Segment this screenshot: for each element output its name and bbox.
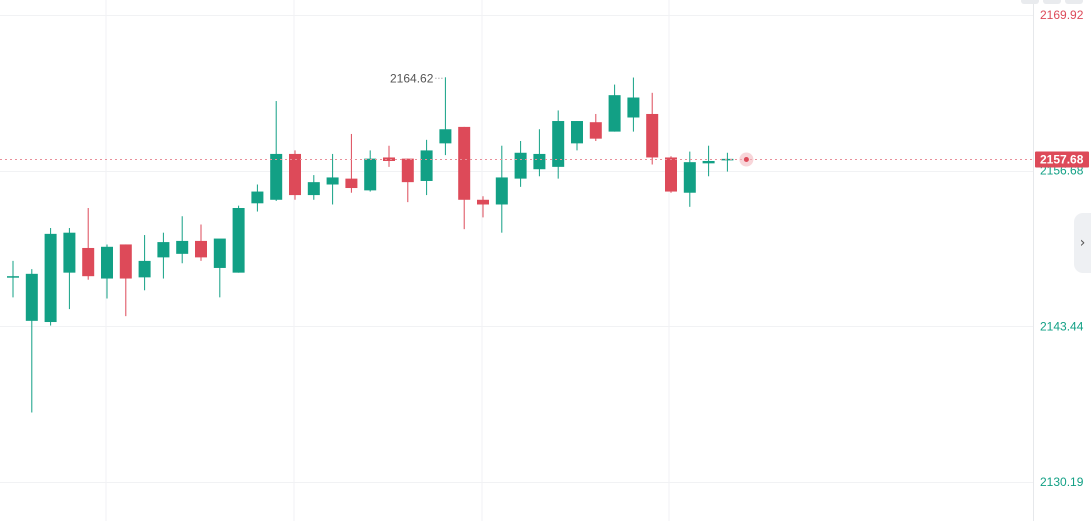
chart-toolbar (1021, 0, 1083, 4)
candle (101, 244, 113, 299)
candle-body (571, 121, 583, 144)
candle (702, 145, 715, 177)
last-price-tag (1035, 151, 1089, 168)
candle (157, 232, 170, 279)
candle-body (439, 129, 452, 144)
candle (552, 110, 565, 179)
candle (646, 92, 659, 165)
candle-body (251, 191, 264, 204)
candle-body (119, 244, 132, 279)
last-price-value: 2157.68 (1040, 153, 1084, 167)
candle-body (157, 242, 170, 258)
candle-body (420, 150, 433, 181)
candle-body (721, 158, 734, 161)
candle-body (270, 153, 283, 200)
candle (514, 141, 527, 187)
candle (82, 208, 95, 280)
annotations: 2164.62 (390, 71, 445, 85)
candle (533, 129, 546, 177)
candle (44, 227, 57, 326)
candle-body (213, 238, 226, 268)
candle (25, 269, 38, 413)
candle (326, 153, 339, 205)
price-axis-tick: 2143.44 (1040, 319, 1084, 333)
candle-body (345, 178, 358, 189)
candle-body (533, 153, 546, 170)
candle (683, 151, 696, 207)
candle (63, 227, 76, 310)
candle (364, 150, 377, 192)
candle-body (608, 95, 621, 132)
candle-body (101, 246, 113, 279)
candle (721, 152, 734, 172)
candle-body (627, 97, 640, 118)
candle (289, 150, 301, 200)
expand-panel-button[interactable]: › (1074, 213, 1091, 273)
candle (232, 205, 245, 273)
last-price-layer: 2157.68 (0, 151, 1089, 168)
candle (307, 175, 320, 200)
candle-body (138, 260, 151, 278)
candle (251, 184, 264, 212)
candle (213, 238, 226, 298)
candle (7, 260, 19, 298)
candle-body (44, 233, 57, 323)
price-axis-tick: 2130.19 (1040, 475, 1084, 489)
candle-body (552, 121, 565, 167)
candle (627, 77, 640, 132)
toolbar-button[interactable] (1065, 0, 1083, 4)
grid (0, 0, 1034, 521)
candles (7, 77, 734, 413)
candle-body (364, 158, 377, 191)
candle-body (401, 158, 414, 183)
chevron-right-icon: › (1079, 235, 1086, 251)
toolbar-button[interactable] (1021, 0, 1039, 4)
candle (270, 101, 283, 201)
candle (195, 224, 207, 261)
candle-body (289, 153, 301, 196)
candle (495, 145, 508, 233)
candle-body (477, 199, 489, 205)
toolbar-button[interactable] (1043, 0, 1061, 4)
candle-body (176, 240, 189, 254)
candle-body (665, 157, 677, 192)
candle-body (195, 240, 207, 258)
candle (665, 156, 677, 193)
candle (420, 139, 433, 196)
candle-body (307, 182, 320, 196)
candle (119, 244, 132, 317)
candle-body (495, 177, 508, 205)
candle (383, 145, 395, 167)
price-axis-tick: 2169.92 (1040, 8, 1084, 22)
candle-body (514, 152, 527, 179)
candle-body (232, 208, 245, 273)
candle-body (63, 232, 76, 273)
candle (138, 235, 151, 291)
candle-body (646, 113, 659, 158)
candle-body (383, 157, 395, 161)
candle (608, 84, 621, 132)
candle (345, 133, 358, 193)
candle (439, 77, 452, 156)
candle-body (326, 177, 339, 185)
candle-body (82, 247, 95, 277)
candle (401, 158, 414, 203)
candle-body (702, 160, 715, 164)
candle-body (458, 126, 471, 200)
candle-body (7, 276, 19, 278)
candle-body (25, 273, 38, 321)
candle-body (589, 122, 602, 139)
candle (176, 216, 189, 264)
candle (589, 113, 602, 142)
candle (458, 126, 471, 230)
candle (571, 121, 583, 151)
max-price-label: 2164.62 (390, 71, 434, 85)
candle-body (683, 162, 696, 193)
live-price-dot (743, 157, 749, 162)
candle (477, 196, 489, 218)
